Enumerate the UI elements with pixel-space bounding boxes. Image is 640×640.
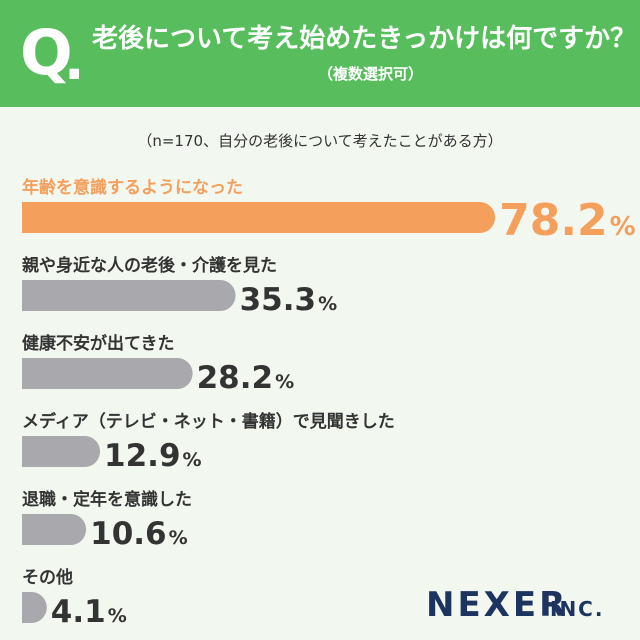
- bar: [22, 358, 193, 389]
- value-label: 78.2%: [499, 195, 636, 246]
- question-mark-dot: .: [64, 29, 85, 92]
- bar: [22, 280, 236, 311]
- bar: [22, 514, 87, 545]
- value-label: 12.9%: [104, 438, 202, 474]
- bar-label: 退職・定年を意識した: [22, 489, 192, 510]
- question-mark-q: Q: [20, 16, 73, 89]
- value-label: 35.3%: [240, 282, 338, 318]
- bar: [22, 436, 101, 467]
- value-label: 4.1%: [51, 594, 127, 630]
- bar-label: その他: [22, 567, 73, 588]
- bar-label: 年齢を意識するようになった: [22, 177, 243, 198]
- nexer-logo-suffix: INC.: [550, 597, 605, 621]
- bar: [22, 202, 496, 233]
- value-label: 28.2%: [197, 360, 295, 396]
- bar-label: 健康不安が出てきた: [22, 333, 175, 354]
- nexer-logo: NEXER: [426, 585, 569, 625]
- question-title: 老後について考え始めたきっかけは何ですか？: [92, 24, 637, 54]
- value-label: 10.6%: [90, 516, 188, 552]
- question-header: Q . 老後について考え始めたきっかけは何ですか？ （複数選択可）: [0, 0, 640, 107]
- question-subtitle: （複数選択可）: [318, 65, 424, 83]
- bar-label: メディア（テレビ・ネット・書籍）で見聞きした: [22, 411, 395, 432]
- sample-note: （n=170、自分の老後について考えたことがある方）: [137, 132, 503, 150]
- bar-label: 親や身近な人の老後・介護を見た: [22, 255, 277, 276]
- bar: [22, 592, 47, 623]
